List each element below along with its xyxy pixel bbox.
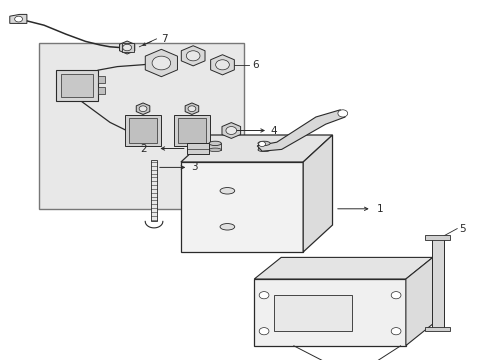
Circle shape (337, 110, 347, 117)
Bar (151, 160, 157, 221)
Text: 3: 3 (190, 162, 197, 172)
Polygon shape (10, 14, 27, 23)
Polygon shape (136, 103, 149, 114)
Text: 4: 4 (270, 126, 277, 135)
Bar (122, 43, 134, 52)
Polygon shape (254, 257, 432, 279)
Circle shape (225, 126, 236, 134)
Polygon shape (210, 55, 234, 75)
Text: 1: 1 (376, 204, 383, 214)
Bar (128, 118, 157, 143)
Text: 5: 5 (459, 224, 466, 234)
Polygon shape (119, 41, 135, 54)
Circle shape (152, 56, 170, 70)
Polygon shape (185, 103, 198, 114)
Ellipse shape (258, 148, 270, 152)
Bar (98, 87, 105, 94)
Polygon shape (145, 49, 177, 77)
Bar (209, 143, 221, 150)
Circle shape (215, 60, 229, 70)
Circle shape (15, 16, 22, 22)
Bar (186, 143, 208, 154)
Ellipse shape (220, 224, 234, 230)
Bar (98, 76, 105, 83)
Circle shape (186, 51, 200, 61)
Polygon shape (257, 110, 345, 151)
Bar (431, 236, 443, 328)
Circle shape (390, 292, 400, 299)
Bar (425, 235, 449, 240)
Ellipse shape (220, 188, 234, 194)
Text: 7: 7 (161, 34, 168, 44)
Polygon shape (181, 135, 332, 162)
Bar (425, 327, 449, 331)
Bar (254, 279, 405, 346)
Circle shape (390, 328, 400, 335)
Text: 2: 2 (140, 144, 147, 153)
Circle shape (122, 44, 131, 51)
Bar (177, 118, 206, 143)
Circle shape (259, 328, 268, 335)
Bar (173, 115, 210, 146)
Circle shape (259, 292, 268, 299)
Text: 6: 6 (251, 60, 258, 70)
Polygon shape (181, 46, 204, 66)
Circle shape (258, 141, 265, 147)
Polygon shape (303, 135, 332, 252)
Bar (124, 115, 161, 146)
Bar (56, 70, 98, 101)
Bar (273, 295, 351, 331)
Circle shape (139, 106, 146, 112)
Bar (258, 143, 270, 150)
Polygon shape (222, 122, 240, 139)
Circle shape (187, 106, 195, 112)
Ellipse shape (258, 141, 270, 145)
Ellipse shape (208, 141, 221, 145)
Bar (181, 162, 303, 252)
Ellipse shape (208, 148, 221, 152)
Bar (61, 74, 93, 97)
Polygon shape (405, 257, 432, 346)
Bar (39, 43, 244, 209)
